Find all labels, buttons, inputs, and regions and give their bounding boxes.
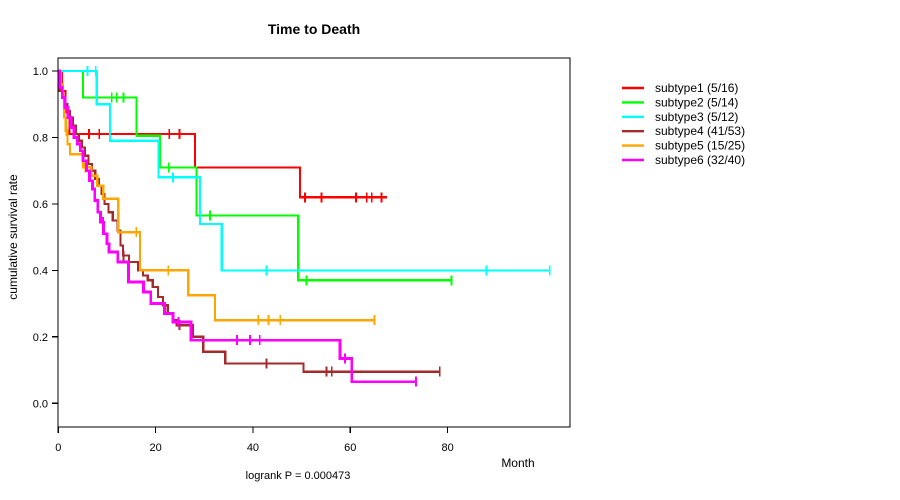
logrank-footnote: logrank P = 0.000473	[246, 470, 351, 482]
x-tick-label: 60	[344, 442, 356, 454]
series-subtype2	[58, 69, 453, 286]
x-tick-label: 20	[149, 442, 161, 454]
y-tick-label: 0.6	[33, 199, 48, 211]
legend-item-subtype2: subtype2 (5/14)	[622, 95, 738, 109]
x-axis-label: Month	[501, 456, 534, 470]
legend-item-subtype1: subtype1 (5/16)	[622, 81, 738, 95]
series-subtype4	[58, 69, 441, 377]
legend: subtype1 (5/16)subtype2 (5/14)subtype3 (…	[622, 81, 745, 167]
legend-label: subtype2 (5/14)	[655, 95, 738, 109]
legend-item-subtype6: subtype6 (32/40)	[622, 153, 745, 167]
legend-label: subtype3 (5/12)	[655, 110, 738, 124]
chart-title: Time to Death	[268, 21, 360, 37]
series-subtype3	[58, 66, 551, 276]
series-line-subtype5	[58, 69, 375, 322]
x-tick-label: 0	[55, 442, 61, 454]
x-tick-label: 80	[441, 442, 453, 454]
legend-item-subtype4: subtype4 (41/53)	[622, 124, 745, 138]
survival-curves	[58, 66, 551, 387]
series-line-subtype6	[58, 69, 416, 384]
legend-label: subtype4 (41/53)	[655, 124, 745, 138]
legend-item-subtype5: subtype5 (15/25)	[622, 139, 745, 153]
legend-item-subtype3: subtype3 (5/12)	[622, 110, 738, 124]
y-tick-label: 1.0	[33, 66, 48, 78]
y-axis-label: cumulative survival rate	[6, 174, 20, 300]
legend-label: subtype6 (32/40)	[655, 153, 745, 167]
series-subtype1	[58, 69, 387, 203]
y-tick-label: 0.2	[33, 332, 48, 344]
plot-area-border	[57, 57, 571, 428]
axes: 0 20 40 60 80 0.0 0.2 0.4 0.6 0.8 1.0	[33, 57, 571, 454]
y-tick-label: 0.4	[33, 265, 48, 277]
series-subtype6	[58, 69, 417, 387]
series-line-subtype1	[58, 69, 387, 199]
y-tick-label: 0.8	[33, 132, 48, 144]
legend-label: subtype5 (15/25)	[655, 139, 745, 153]
y-tick-label: 0.0	[33, 398, 48, 410]
series-line-subtype3	[58, 69, 550, 272]
series-line-subtype2	[58, 69, 452, 282]
legend-label: subtype1 (5/16)	[655, 81, 738, 95]
series-line-subtype4	[58, 69, 440, 373]
x-tick-label: 40	[247, 442, 259, 454]
